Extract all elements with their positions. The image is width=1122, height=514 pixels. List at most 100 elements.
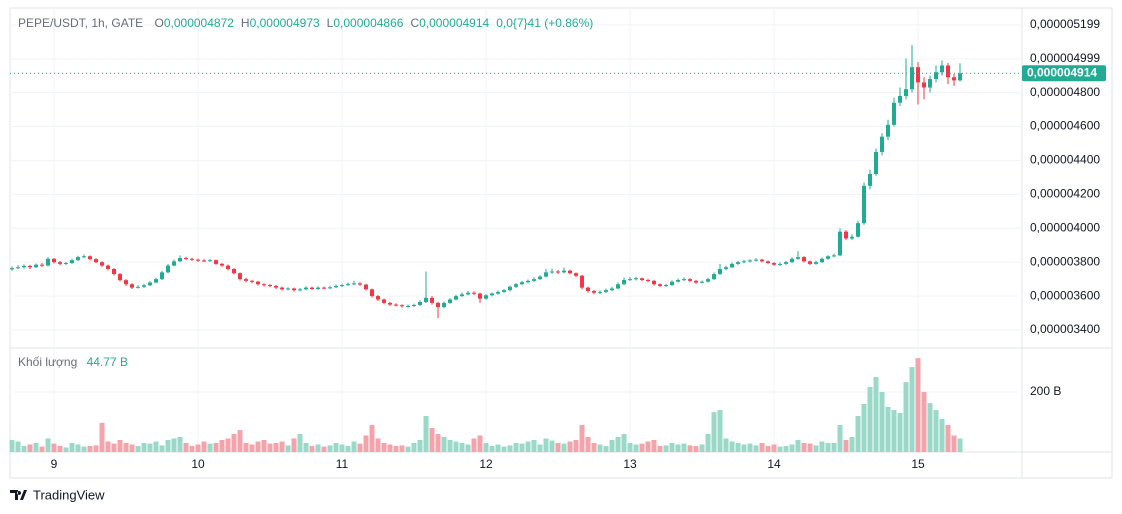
candle-body <box>754 259 758 261</box>
volume-bar <box>177 437 183 452</box>
candle-body <box>484 295 488 299</box>
volume-bar <box>915 358 921 452</box>
volume-bar <box>453 441 459 452</box>
volume-bar <box>741 444 747 452</box>
candle-body <box>604 290 608 292</box>
volume-bar <box>249 444 255 452</box>
candle-body <box>460 294 464 297</box>
volume-bar <box>567 441 573 452</box>
candle-body <box>412 304 416 306</box>
candle-body <box>262 284 266 286</box>
candle-body <box>904 89 908 96</box>
candle-body <box>682 279 686 281</box>
y-tick-label: 0,000003400 <box>1030 322 1100 336</box>
candle-body <box>736 262 740 264</box>
candle-body <box>346 284 350 286</box>
volume-bar <box>117 440 123 452</box>
volume-bar <box>309 446 315 452</box>
volume-bar <box>633 444 639 452</box>
candle-body <box>550 271 554 273</box>
candle-body <box>844 231 848 239</box>
brand-logo <box>10 490 27 500</box>
candle-body <box>370 289 374 297</box>
volume-bar <box>237 430 243 452</box>
volume-bar <box>207 443 213 452</box>
candle-body <box>52 258 56 263</box>
volume-bar <box>951 435 957 452</box>
candle-body <box>580 275 584 288</box>
candle-body <box>292 288 296 291</box>
volume-bar <box>75 444 81 452</box>
chart-title: PEPE/USDT, 1h, GATE <box>18 16 143 30</box>
candle-body <box>46 258 50 266</box>
candle-body <box>190 258 194 260</box>
candle-body <box>82 256 86 258</box>
candle-body <box>748 260 752 262</box>
candle-body <box>724 267 728 269</box>
x-tick-label: 15 <box>911 457 925 471</box>
volume-bar <box>111 443 117 452</box>
volume-header: Khối lượng 44.77 B <box>18 355 128 369</box>
x-tick-label: 14 <box>767 457 781 471</box>
candle-body <box>772 263 776 265</box>
candle-body <box>40 264 44 266</box>
candle-body <box>670 281 674 286</box>
candle-body <box>640 278 644 280</box>
candle-body <box>28 265 32 268</box>
volume-bar <box>285 445 291 452</box>
candle-body <box>886 124 890 137</box>
candle-body <box>352 283 356 285</box>
y-tick-label: 0,000004000 <box>1030 220 1100 234</box>
candle-body <box>244 279 248 281</box>
candle-body <box>16 267 20 269</box>
volume-bar <box>15 441 21 452</box>
volume-bar <box>747 443 753 452</box>
volume-bar <box>135 446 141 452</box>
volume-bar <box>513 443 519 452</box>
volume-bar <box>555 443 561 452</box>
volume-bar <box>87 446 93 452</box>
candle-body <box>316 287 320 289</box>
volume-bar <box>153 441 159 452</box>
candle-body <box>958 73 962 81</box>
candle-body <box>880 136 884 152</box>
volume-bar <box>69 443 75 452</box>
volume-bar <box>615 437 621 452</box>
volume-bar <box>825 443 831 452</box>
candle-body <box>892 102 896 125</box>
candle-body <box>280 287 284 290</box>
volume-tick-label: 200 B <box>1030 384 1061 398</box>
candle-body <box>940 65 944 73</box>
volume-bar <box>849 437 855 452</box>
candle-body <box>766 261 770 264</box>
volume-bar <box>693 446 699 452</box>
volume-bar <box>411 443 417 452</box>
volume-bar <box>171 438 177 452</box>
volume-bar <box>231 434 237 452</box>
volume-value: 44.77 B <box>87 355 128 369</box>
candle-body <box>124 280 128 285</box>
volume-bar <box>423 416 429 452</box>
volume-title: Khối lượng <box>18 355 77 369</box>
candle-body <box>922 82 926 88</box>
volume-bar <box>147 443 153 452</box>
volume-bar <box>105 441 111 452</box>
volume-bar <box>165 440 171 452</box>
candle-body <box>784 262 788 264</box>
candle-body <box>94 259 98 263</box>
candle-body <box>274 285 278 288</box>
candle-body <box>898 95 902 103</box>
candle-body <box>568 270 572 274</box>
candle-body <box>730 263 734 268</box>
header-value: 0,000004866 <box>333 16 403 30</box>
candle-body <box>226 265 230 269</box>
candle-body <box>448 299 452 303</box>
candle-body <box>916 67 920 83</box>
candle-body <box>490 293 494 296</box>
candle-body <box>400 305 404 307</box>
candle-body <box>808 261 812 264</box>
candle-body <box>268 285 272 287</box>
candle-body <box>862 185 866 224</box>
volume-bar <box>399 445 405 452</box>
candle-body <box>820 258 824 263</box>
